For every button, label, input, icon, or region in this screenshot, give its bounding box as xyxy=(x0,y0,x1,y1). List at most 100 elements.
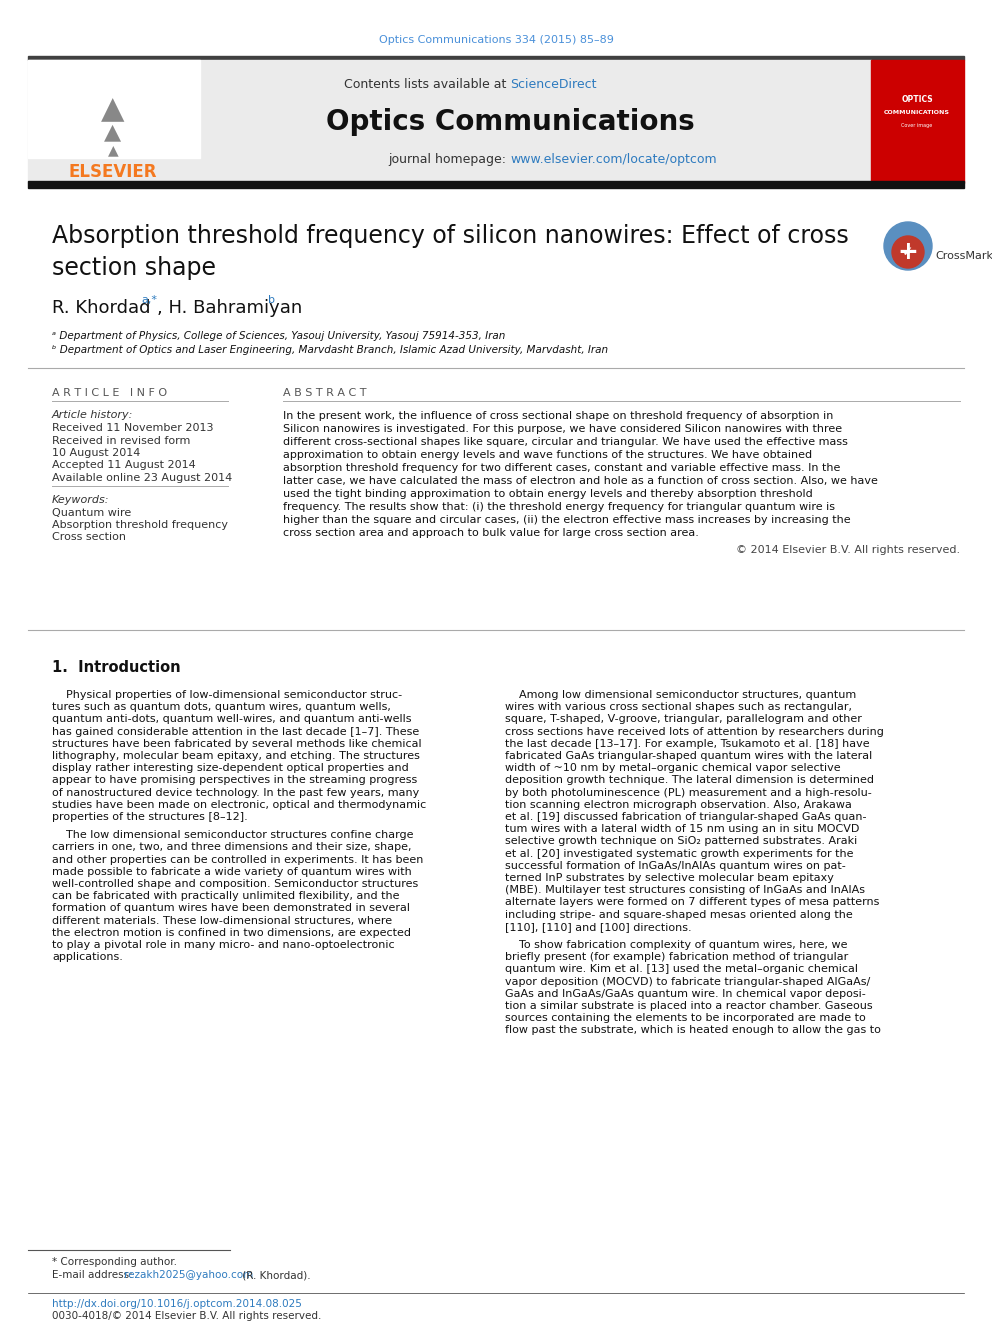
Text: journal homepage:: journal homepage: xyxy=(388,153,510,167)
Text: ELSEVIER: ELSEVIER xyxy=(68,163,158,181)
Text: sources containing the elements to be incorporated are made to: sources containing the elements to be in… xyxy=(505,1013,866,1023)
Text: 0030-4018/© 2014 Elsevier B.V. All rights reserved.: 0030-4018/© 2014 Elsevier B.V. All right… xyxy=(52,1311,321,1320)
Text: selective growth technique on SiO₂ patterned substrates. Araki: selective growth technique on SiO₂ patte… xyxy=(505,836,857,847)
Text: wires with various cross sectional shapes such as rectangular,: wires with various cross sectional shape… xyxy=(505,703,852,712)
Text: CrossMark: CrossMark xyxy=(935,251,992,261)
Text: A B S T R A C T: A B S T R A C T xyxy=(283,388,366,398)
Text: Article history:: Article history: xyxy=(52,410,133,419)
Text: Physical properties of low-dimensional semiconductor struc-: Physical properties of low-dimensional s… xyxy=(52,691,402,700)
Bar xyxy=(28,60,200,157)
Text: tion a similar substrate is placed into a reactor chamber. Gaseous: tion a similar substrate is placed into … xyxy=(505,1002,873,1011)
Text: different cross-sectional shapes like square, circular and triangular. We have u: different cross-sectional shapes like sq… xyxy=(283,437,848,447)
Text: ▲: ▲ xyxy=(101,95,125,124)
Text: can be fabricated with practically unlimited flexibility, and the: can be fabricated with practically unlim… xyxy=(52,892,400,901)
Bar xyxy=(28,60,871,183)
Text: vapor deposition (MOCVD) to fabricate triangular-shaped AlGaAs/: vapor deposition (MOCVD) to fabricate tr… xyxy=(505,976,870,987)
Text: by both photoluminescence (PL) measurement and a high-resolu-: by both photoluminescence (PL) measureme… xyxy=(505,787,872,798)
Text: b: b xyxy=(268,295,275,306)
Text: has gained considerable attention in the last decade [1–7]. These: has gained considerable attention in the… xyxy=(52,726,420,737)
Text: Keywords:: Keywords: xyxy=(52,495,109,505)
Text: , H. Bahramiyan: , H. Bahramiyan xyxy=(157,299,303,318)
Text: fabricated GaAs triangular-shaped quantum wires with the lateral: fabricated GaAs triangular-shaped quantu… xyxy=(505,751,872,761)
Text: rezakh2025@yahoo.com: rezakh2025@yahoo.com xyxy=(124,1270,253,1279)
Text: Contents lists available at: Contents lists available at xyxy=(343,78,510,90)
Text: studies have been made on electronic, optical and thermodynamic: studies have been made on electronic, op… xyxy=(52,800,427,810)
Text: Absorption threshold frequency of silicon nanowires: Effect of cross: Absorption threshold frequency of silico… xyxy=(52,224,849,247)
Text: Accepted 11 August 2014: Accepted 11 August 2014 xyxy=(52,460,195,470)
Text: of nanostructured device technology. In the past few years, many: of nanostructured device technology. In … xyxy=(52,787,420,798)
Text: 10 August 2014: 10 August 2014 xyxy=(52,448,141,458)
Text: cross sections have received lots of attention by researchers during: cross sections have received lots of att… xyxy=(505,726,884,737)
Circle shape xyxy=(892,235,924,269)
Text: briefly present (for example) fabrication method of triangular: briefly present (for example) fabricatio… xyxy=(505,953,848,962)
Text: section shape: section shape xyxy=(52,255,216,280)
Text: to play a pivotal role in many micro- and nano-optoelectronic: to play a pivotal role in many micro- an… xyxy=(52,941,395,950)
Text: carriers in one, two, and three dimensions and their size, shape,: carriers in one, two, and three dimensio… xyxy=(52,843,412,852)
Text: et al. [20] investigated systematic growth experiments for the: et al. [20] investigated systematic grow… xyxy=(505,848,853,859)
Text: R. Khordad: R. Khordad xyxy=(52,299,151,318)
Text: Quantum wire: Quantum wire xyxy=(52,508,131,519)
Text: applications.: applications. xyxy=(52,953,123,962)
Text: formation of quantum wires have been demonstrated in several: formation of quantum wires have been dem… xyxy=(52,904,410,913)
Text: quantum wire. Kim et al. [13] used the metal–organic chemical: quantum wire. Kim et al. [13] used the m… xyxy=(505,964,858,975)
Text: The low dimensional semiconductor structures confine charge: The low dimensional semiconductor struct… xyxy=(52,831,414,840)
Text: including stripe- and square-shaped mesas oriented along the: including stripe- and square-shaped mesa… xyxy=(505,910,853,919)
Text: Absorption threshold frequency: Absorption threshold frequency xyxy=(52,520,228,531)
Text: the last decade [13–17]. For example, Tsukamoto et al. [18] have: the last decade [13–17]. For example, Ts… xyxy=(505,738,870,749)
Text: ✓: ✓ xyxy=(902,245,914,259)
Text: the electron motion is confined in two dimensions, are expected: the electron motion is confined in two d… xyxy=(52,927,411,938)
Text: quantum anti-dots, quantum well-wires, and quantum anti-wells: quantum anti-dots, quantum well-wires, a… xyxy=(52,714,412,725)
Bar xyxy=(28,181,964,188)
Text: used the tight binding approximation to obtain energy levels and thereby absorpt: used the tight binding approximation to … xyxy=(283,490,812,499)
Text: made possible to fabricate a wide variety of quantum wires with: made possible to fabricate a wide variet… xyxy=(52,867,412,877)
Text: display rather interesting size-dependent optical properties and: display rather interesting size-dependen… xyxy=(52,763,409,773)
Text: Available online 23 August 2014: Available online 23 August 2014 xyxy=(52,474,232,483)
Text: well-controlled shape and composition. Semiconductor structures: well-controlled shape and composition. S… xyxy=(52,878,419,889)
Text: +: + xyxy=(898,239,919,265)
Text: A R T I C L E   I N F O: A R T I C L E I N F O xyxy=(52,388,167,398)
Text: higher than the square and circular cases, (ii) the electron effective mass incr: higher than the square and circular case… xyxy=(283,515,850,525)
Text: Cross section: Cross section xyxy=(52,532,126,542)
Text: * Corresponding author.: * Corresponding author. xyxy=(52,1257,177,1267)
Text: tum wires with a lateral width of 15 nm using an in situ MOCVD: tum wires with a lateral width of 15 nm … xyxy=(505,824,859,835)
Text: ᵃ Department of Physics, College of Sciences, Yasouj University, Yasouj 75914-35: ᵃ Department of Physics, College of Scie… xyxy=(52,331,505,341)
Text: frequency. The results show that: (i) the threshold energy frequency for triangu: frequency. The results show that: (i) th… xyxy=(283,501,835,512)
Text: properties of the structures [8–12].: properties of the structures [8–12]. xyxy=(52,812,248,822)
Text: ▲: ▲ xyxy=(108,143,118,157)
Text: http://dx.doi.org/10.1016/j.optcom.2014.08.025: http://dx.doi.org/10.1016/j.optcom.2014.… xyxy=(52,1299,302,1308)
Text: Silicon nanowires is investigated. For this purpose, we have considered Silicon : Silicon nanowires is investigated. For t… xyxy=(283,423,842,434)
Text: width of ~10 nm by metal–organic chemical vapor selective: width of ~10 nm by metal–organic chemica… xyxy=(505,763,840,773)
Text: 1.  Introduction: 1. Introduction xyxy=(52,660,181,676)
Text: tion scanning electron micrograph observation. Also, Arakawa: tion scanning electron micrograph observ… xyxy=(505,800,852,810)
Text: appear to have promising perspectives in the streaming progress: appear to have promising perspectives in… xyxy=(52,775,418,786)
Text: (R. Khordad).: (R. Khordad). xyxy=(239,1270,310,1279)
Text: terned InP substrates by selective molecular beam epitaxy: terned InP substrates by selective molec… xyxy=(505,873,834,882)
Bar xyxy=(871,60,964,183)
Text: lithography, molecular beam epitaxy, and etching. The structures: lithography, molecular beam epitaxy, and… xyxy=(52,751,420,761)
Text: GaAs and InGaAs/GaAs quantum wire. In chemical vapor deposi-: GaAs and InGaAs/GaAs quantum wire. In ch… xyxy=(505,988,866,999)
Text: absorption threshold frequency for two different cases, constant and variable ef: absorption threshold frequency for two d… xyxy=(283,463,840,474)
Text: flow past the substrate, which is heated enough to allow the gas to: flow past the substrate, which is heated… xyxy=(505,1025,881,1036)
Text: COMMUNICATIONS: COMMUNICATIONS xyxy=(884,110,950,115)
Text: et al. [19] discussed fabrication of triangular-shaped GaAs quan-: et al. [19] discussed fabrication of tri… xyxy=(505,812,866,822)
Text: © 2014 Elsevier B.V. All rights reserved.: © 2014 Elsevier B.V. All rights reserved… xyxy=(736,545,960,556)
Text: successful formation of InGaAs/InAlAs quantum wires on pat-: successful formation of InGaAs/InAlAs qu… xyxy=(505,861,846,871)
Text: alternate layers were formed on 7 different types of mesa patterns: alternate layers were formed on 7 differ… xyxy=(505,897,879,908)
Text: Optics Communications: Optics Communications xyxy=(325,108,694,136)
Text: OPTICS: OPTICS xyxy=(901,95,932,105)
Text: tures such as quantum dots, quantum wires, quantum wells,: tures such as quantum dots, quantum wire… xyxy=(52,703,391,712)
Text: a,*: a,* xyxy=(141,295,157,306)
Text: and other properties can be controlled in experiments. It has been: and other properties can be controlled i… xyxy=(52,855,424,865)
Text: Cover image: Cover image xyxy=(902,123,932,128)
Text: To show fabrication complexity of quantum wires, here, we: To show fabrication complexity of quantu… xyxy=(505,941,847,950)
Text: Optics Communications 334 (2015) 85–89: Optics Communications 334 (2015) 85–89 xyxy=(379,34,613,45)
Text: latter case, we have calculated the mass of electron and hole as a function of c: latter case, we have calculated the mass… xyxy=(283,476,878,486)
Text: Received 11 November 2013: Received 11 November 2013 xyxy=(52,423,213,433)
Text: square, T-shaped, V-groove, triangular, parallelogram and other: square, T-shaped, V-groove, triangular, … xyxy=(505,714,862,725)
Text: (MBE). Multilayer test structures consisting of InGaAs and InAlAs: (MBE). Multilayer test structures consis… xyxy=(505,885,865,896)
Text: deposition growth technique. The lateral dimension is determined: deposition growth technique. The lateral… xyxy=(505,775,874,786)
Text: E-mail address:: E-mail address: xyxy=(52,1270,136,1279)
Text: In the present work, the influence of cross sectional shape on threshold frequen: In the present work, the influence of cr… xyxy=(283,411,833,421)
Text: www.elsevier.com/locate/optcom: www.elsevier.com/locate/optcom xyxy=(510,153,716,167)
Text: structures have been fabricated by several methods like chemical: structures have been fabricated by sever… xyxy=(52,738,422,749)
